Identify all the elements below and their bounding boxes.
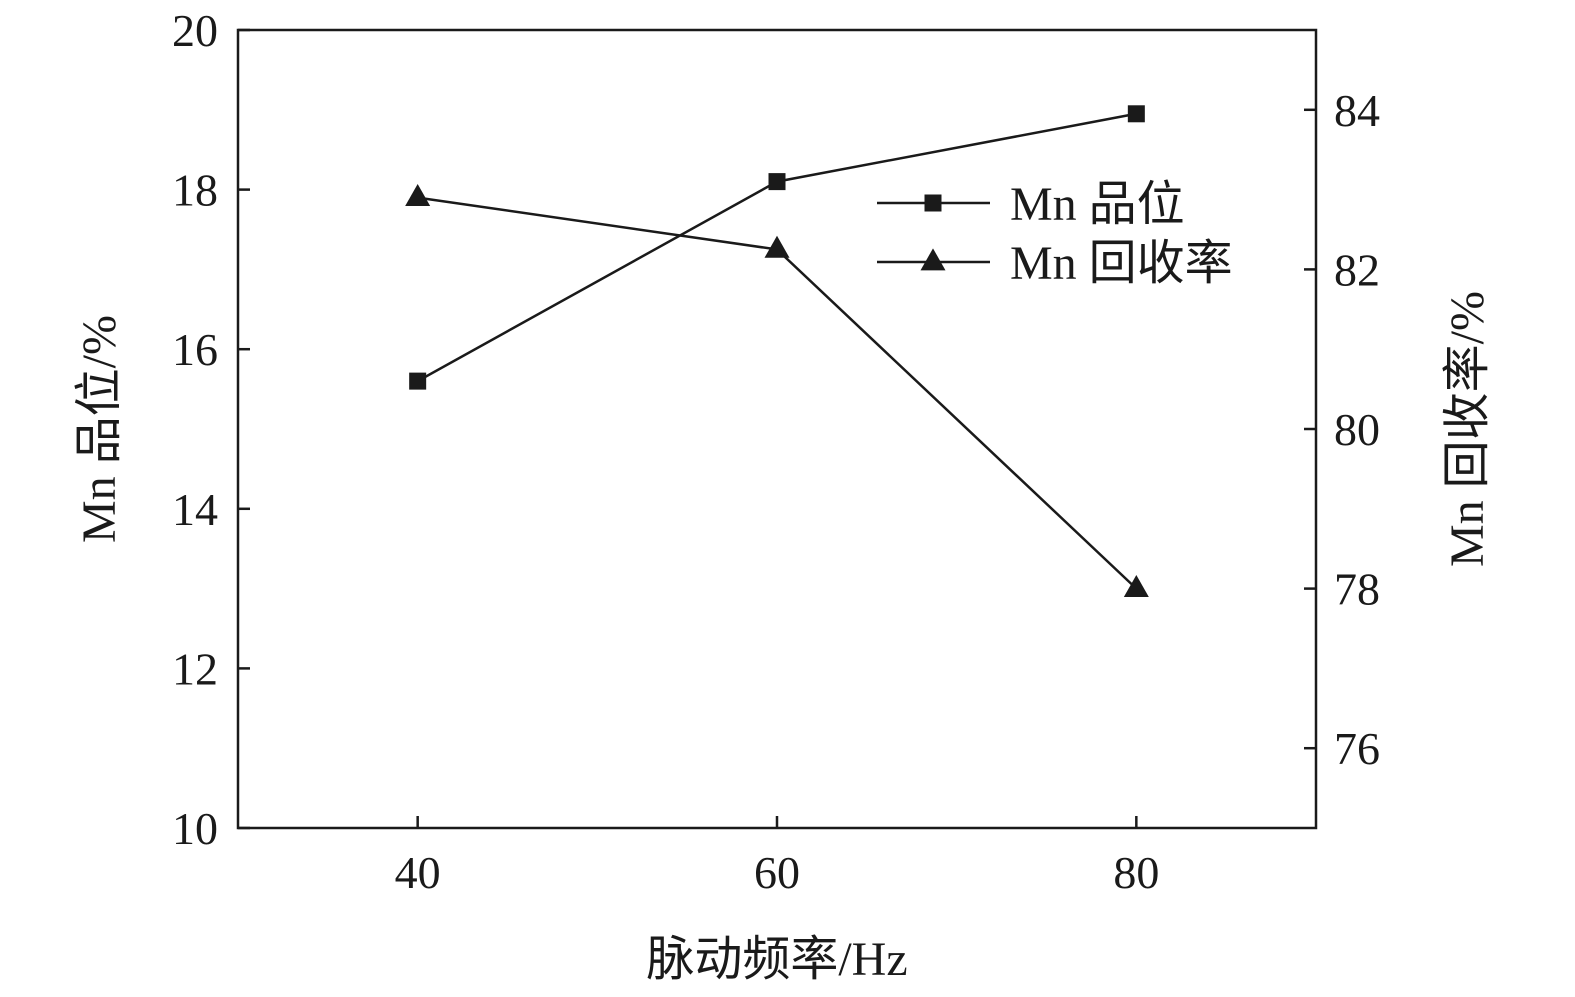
series	[405, 105, 1149, 597]
data-point-square	[409, 372, 427, 390]
data-point-square	[1127, 105, 1145, 123]
y-right-tick-label: 76	[1334, 723, 1380, 774]
legend-label: Mn 品位	[1010, 178, 1185, 231]
y-axis-left-title: Mn 品位/%	[73, 315, 126, 543]
legend-marker-triangle	[920, 248, 946, 271]
x-axis-title: 脉动频率/Hz	[646, 933, 907, 986]
x-tick-label: 80	[1113, 847, 1159, 898]
legend-item: Mn 品位	[877, 178, 1185, 231]
ticks: 40 60 80 10 12 14 16 18 20 76 78 80 82 84	[172, 5, 1380, 898]
legend-label: Mn 回收率	[1010, 237, 1233, 290]
legend: Mn 品位 Mn 回收率	[877, 178, 1233, 290]
y-left-tick-label: 14	[172, 484, 218, 535]
y-left-tick-label: 12	[172, 643, 218, 694]
data-point-triangle	[764, 235, 790, 258]
legend-item: Mn 回收率	[877, 237, 1233, 290]
x-tick-label: 40	[395, 847, 441, 898]
series-recovery	[405, 183, 1149, 597]
data-point-square	[768, 173, 786, 191]
series-grade	[409, 105, 1145, 390]
y-right-tick-label: 80	[1334, 404, 1380, 455]
y-right-tick-label: 84	[1334, 85, 1380, 136]
y-axis-right-title: Mn 回收率/%	[1441, 291, 1494, 567]
legend-marker-square	[924, 194, 942, 212]
axes	[236, 28, 1318, 830]
y-right-tick-label: 82	[1334, 244, 1380, 295]
y-left-tick-label: 16	[172, 324, 218, 375]
x-tick-label: 60	[754, 847, 800, 898]
data-point-triangle	[405, 183, 431, 206]
y-left-tick-label: 10	[172, 803, 218, 854]
plot-frame	[236, 28, 1318, 830]
y-left-tick-label: 20	[172, 5, 218, 56]
y-left-tick-label: 18	[172, 165, 218, 216]
y-right-tick-label: 78	[1334, 564, 1380, 615]
data-point-triangle	[1123, 574, 1149, 597]
